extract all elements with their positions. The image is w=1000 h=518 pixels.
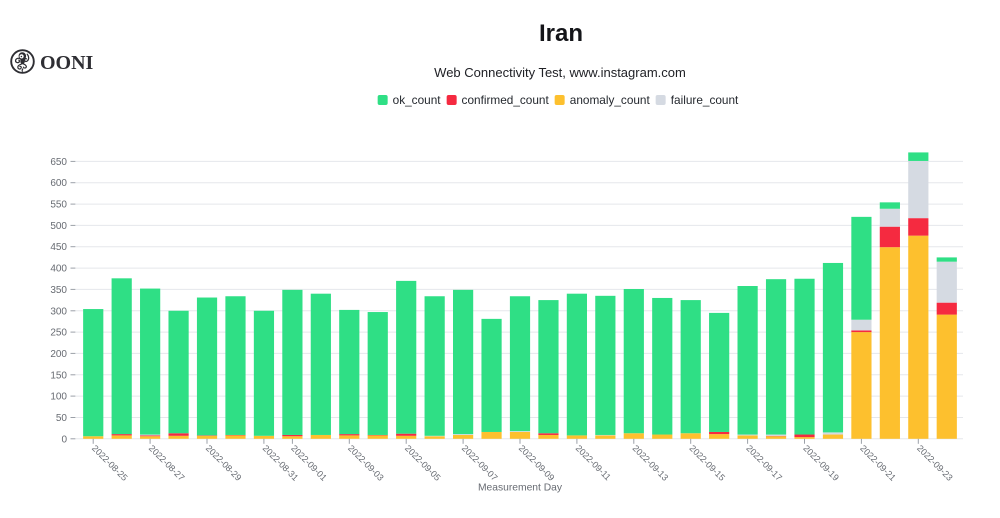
svg-text:2022-09-21: 2022-09-21: [858, 443, 898, 483]
svg-text:500: 500: [50, 221, 67, 232]
svg-text:200: 200: [50, 349, 67, 360]
svg-text:2022-09-23: 2022-09-23: [915, 443, 955, 483]
svg-text:50: 50: [56, 413, 68, 424]
svg-text:450: 450: [50, 242, 67, 253]
svg-text:2022-09-05: 2022-09-05: [403, 443, 443, 483]
svg-text:2022-08-27: 2022-08-27: [147, 443, 187, 483]
svg-text:0: 0: [61, 434, 67, 445]
svg-text:150: 150: [50, 370, 67, 381]
svg-text:350: 350: [50, 285, 67, 296]
svg-text:2022-09-17: 2022-09-17: [744, 443, 784, 483]
svg-text:2022-09-03: 2022-09-03: [346, 443, 386, 483]
svg-text:600: 600: [50, 178, 67, 189]
svg-text:2022-09-15: 2022-09-15: [687, 443, 727, 483]
svg-text:2022-09-13: 2022-09-13: [631, 443, 671, 483]
svg-text:2022-08-25: 2022-08-25: [90, 443, 130, 483]
svg-text:100: 100: [50, 392, 67, 403]
svg-text:300: 300: [50, 306, 67, 317]
svg-text:2022-09-07: 2022-09-07: [460, 443, 500, 483]
svg-text:550: 550: [50, 200, 67, 211]
svg-text:2022-08-29: 2022-08-29: [204, 443, 244, 483]
svg-text:2022-09-19: 2022-09-19: [801, 443, 841, 483]
svg-text:2022-09-09: 2022-09-09: [517, 443, 557, 483]
svg-text:400: 400: [50, 264, 67, 275]
svg-text:650: 650: [50, 157, 67, 168]
svg-text:250: 250: [50, 328, 67, 339]
svg-text:2022-09-11: 2022-09-11: [574, 443, 613, 482]
svg-text:Measurement Day: Measurement Day: [478, 483, 563, 494]
